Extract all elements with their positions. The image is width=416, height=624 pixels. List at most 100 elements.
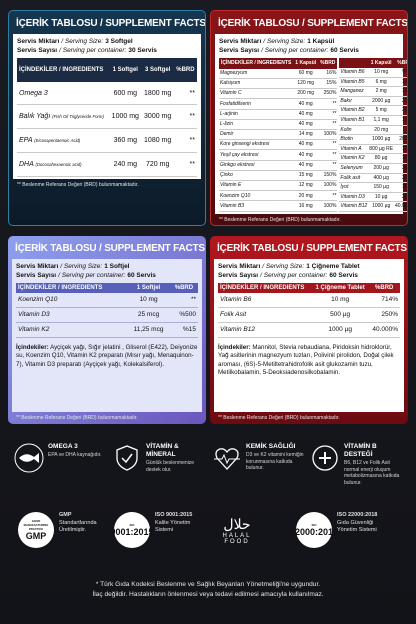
header-cell: 1 Softjel — [127, 283, 170, 293]
amount: 11,25 mcg — [127, 322, 170, 338]
ingredient-row: Vitamin E 12 mg 100% — [219, 180, 338, 192]
ingredients-text: Mannitol, Stevia rebaudiana, Piridoksin … — [218, 344, 394, 377]
serving-label-en: / Serving Size: — [263, 38, 306, 45]
ingredient-name: L-arjinin — [219, 109, 294, 120]
badge-text: GOOD MANUFACTURING PRACTICE — [23, 519, 49, 531]
ingredient-name: Vitamin B3 — [219, 200, 294, 212]
ingredient-name: Biotin — [339, 134, 369, 145]
header-cell: %BRD — [318, 58, 338, 69]
ingredient-name: Vitamin E — [219, 180, 294, 192]
ingredient-name: Vitamin K2 — [339, 153, 369, 164]
facts-table: İÇİNDEKİLER / INGREDIENTS 1 Kapsül %BRD Mag… — [219, 58, 338, 212]
name: Vitamin K2 — [340, 155, 365, 162]
amount: 40 mg — [293, 160, 319, 171]
serving-line: Servis Sayısı / Serving per container: 60 … — [218, 271, 400, 280]
header-cell: %BRD — [173, 58, 197, 82]
panel-title: İÇERİK TABLOSU / SUPPLEMENT FACTS — [218, 18, 408, 29]
amount: %714 — [394, 68, 407, 78]
header-cell: 1 Kapsül — [293, 58, 319, 69]
ingredient-row: Magnezyum 60 mg 16% — [219, 68, 338, 79]
ingredient-name: Fosfatidilserin — [219, 98, 294, 110]
amount: 40 mg — [293, 119, 319, 130]
ingredient-name: Vitamin B5 — [339, 77, 369, 88]
cert-badge: ISO 22000:2018 — [290, 512, 338, 548]
ingredient-name: Ginkgo ekstresi — [219, 160, 294, 171]
amount: 357% — [394, 105, 407, 116]
ingredient-name: İyot — [339, 182, 369, 193]
amount: ** — [173, 128, 197, 154]
name: Vitamin B6 — [220, 296, 252, 303]
header-cell: %BRD — [368, 283, 400, 293]
cert-line: Standartlarında — [59, 519, 97, 526]
feature-icon — [116, 445, 138, 471]
serving-label-en: / Serving Size: — [262, 263, 305, 270]
ingredient-name: Vitamin B12 — [339, 201, 369, 212]
amount: ** — [318, 98, 338, 110]
amount: 25 mcg — [127, 307, 170, 323]
ingredients-label: İçindekiler: — [218, 344, 251, 351]
name: DHA — [19, 161, 34, 169]
ingredient-name: Vitamin D3 — [339, 192, 369, 203]
badge-text: ISO — [129, 523, 135, 527]
serving-line: Servis Sayısı / Serving per container: 60 … — [219, 46, 399, 55]
amount: 1080 mg — [141, 128, 174, 154]
amount: 100% — [394, 144, 407, 155]
ingredient-row: Vitamin K2 11,25 mcg %15 — [16, 322, 198, 338]
footnote: ** Beslenme Referans Değeri (BRD) bulunm… — [219, 216, 341, 223]
serving-value: 1 Kapsül — [307, 38, 335, 45]
feature: VİTAMİN & MİNERAL Günlük beslenmenize des… — [112, 443, 208, 473]
cert-line: Kalite Yönetim — [155, 519, 191, 526]
serving-label: Servis Sayısı — [218, 272, 259, 279]
ingredient-row: Koenzim Q10 20 mg ** — [219, 190, 338, 202]
feature: OMEGA 3 EPA ve DHA kaynağıdır. — [14, 443, 110, 473]
ingredient-name: Vitamin A — [339, 144, 369, 155]
name: Balık Yağı — [19, 113, 51, 121]
feature-text: VİTAMİN B DESTEĞİ B6, B12 ve Folik Asit n… — [344, 443, 406, 486]
header-cell: %BRD — [169, 283, 198, 293]
disclaimer-line: * Türk Gıda Kodeksi Beslenme ve Sağlık B… — [95, 581, 321, 588]
header-cell — [339, 58, 369, 68]
amount: 40.000% — [368, 322, 400, 338]
amount: 200 mg — [293, 88, 319, 100]
cert-line: Gıda Güvenliği — [337, 519, 374, 526]
panel-title: İÇERİK TABLOSU / SUPPLEMENT FACTS — [15, 243, 205, 254]
amount: 150 µg — [368, 182, 395, 193]
cert-line: ISO 22000:2018 — [337, 512, 378, 518]
feature-desc: Günlük beslenmenize destek olur. — [146, 460, 195, 473]
ingredient-row: EPA (Eicosapentaenoic Acid) 360 mg 1080 mg… — [17, 128, 197, 154]
name: Manganez — [340, 88, 364, 95]
panel-body: Servis Miktarı / Serving Size: 3 Softgel Se… — [13, 34, 201, 179]
cert-badge: GOOD MANUFACTURING PRACTICE GMP — [18, 512, 54, 548]
name: Kalsiyum — [220, 80, 241, 87]
amount: 40 mg — [293, 149, 319, 161]
ingredient-row: L-lizin 40 mg ** — [219, 119, 338, 130]
amount: 10 mg — [368, 68, 395, 78]
serving-line: Servis Miktarı / Serving Size: 3 Softgel — [17, 37, 197, 46]
serving-label: Servis Miktarı — [16, 263, 59, 270]
serving-label-en: / Serving Size: — [60, 263, 103, 270]
badge-text: حلال — [223, 515, 251, 532]
name: Selenyum — [340, 164, 363, 171]
panel-body: Servis Miktarı / Serving Size: 1 Softjel Se… — [12, 259, 202, 412]
ingredient-row: Kalsiyum 120 mg 15% — [219, 78, 338, 90]
amount: 100% — [394, 86, 407, 97]
amount: 250% — [368, 307, 400, 323]
amount: 200 µg — [368, 163, 395, 174]
ingredient-name: Koenzim Q10 — [16, 293, 128, 308]
amount: ** — [173, 104, 197, 130]
serving-label: Servis Miktarı — [17, 38, 60, 45]
footnote: ** Beslenme Referans Değeri (BRD) bulunm… — [218, 415, 340, 421]
ingredient-row: Vitamin B6 10 mg 714% — [218, 293, 400, 308]
ingredients: İçindekiler: Ayçiçek yağı, Sığır jelatin… — [16, 344, 198, 369]
ingredient-name: Omega 3 — [17, 81, 110, 106]
tables: İÇİNDEKİLER / INGREDIENTS 1 Kapsül %BRD Mag… — [219, 58, 407, 212]
ingredient-name: Balık Yağı (Fish Oil Triglyceride Form) — [17, 104, 110, 130]
name-note: (Docosahexaenoic acid) — [35, 162, 82, 168]
amount: 10 mg — [311, 293, 369, 308]
header-cell: İÇİNDEKİLER / INGREDIENTS — [17, 58, 110, 82]
feature-icon — [14, 443, 44, 473]
serving-line: Servis Sayısı / Serving per container: 30 … — [17, 46, 197, 55]
